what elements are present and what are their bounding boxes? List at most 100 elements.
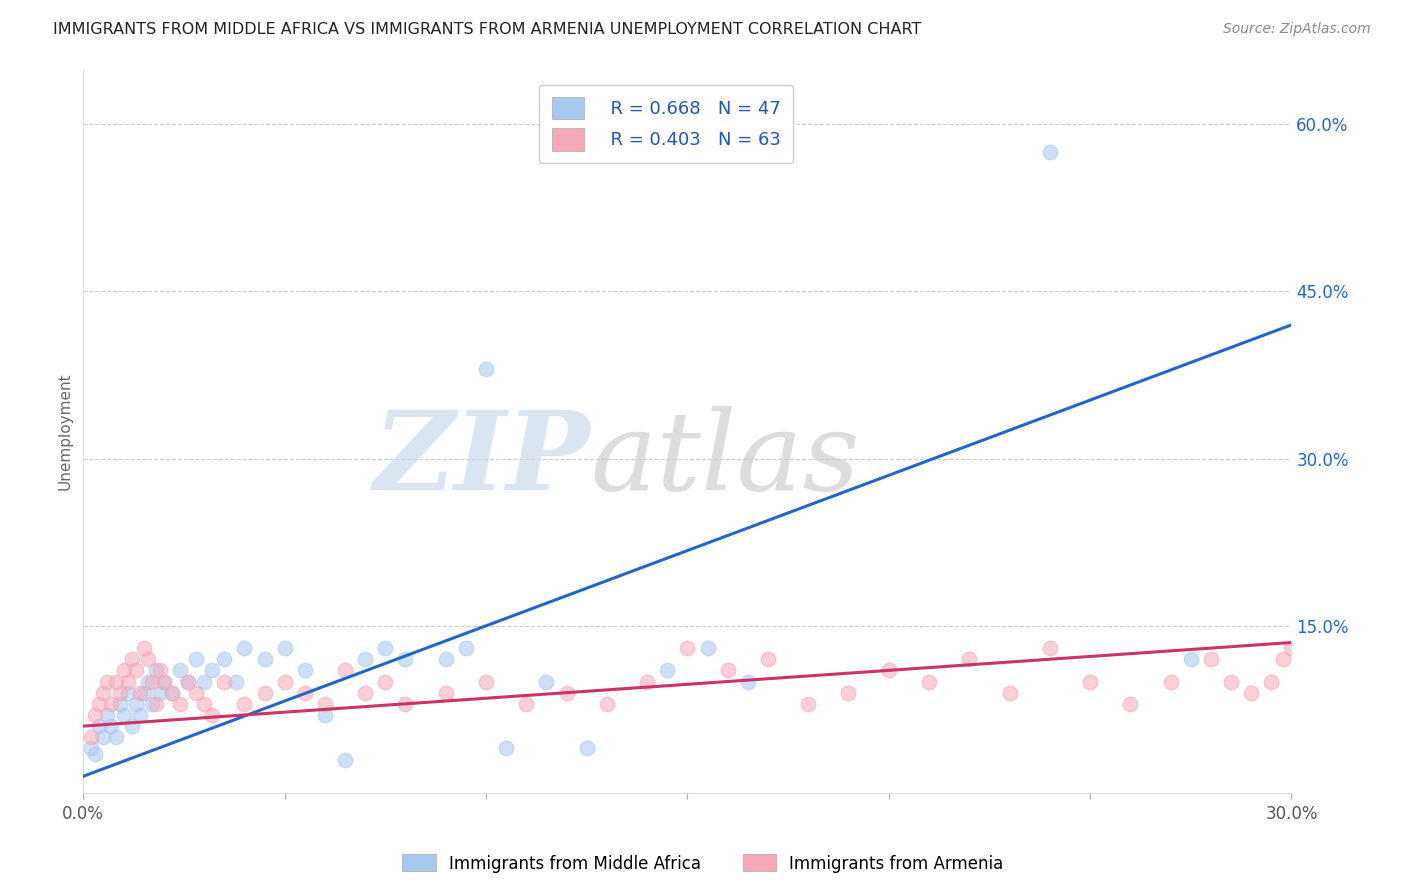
Point [394, 697, 416, 711]
Point [1119, 697, 1142, 711]
Point [233, 697, 256, 711]
Point [1199, 652, 1222, 666]
Point [112, 708, 135, 723]
Point [169, 664, 191, 678]
Text: IMMIGRANTS FROM MIDDLE AFRICA VS IMMIGRANTS FROM ARMENIA UNEMPLOYMENT CORRELATIO: IMMIGRANTS FROM MIDDLE AFRICA VS IMMIGRA… [53, 22, 922, 37]
Point [149, 686, 172, 700]
Point [273, 641, 295, 656]
Legend: Immigrants from Middle Africa, Immigrants from Armenia: Immigrants from Middle Africa, Immigrant… [395, 847, 1011, 880]
Point [212, 674, 235, 689]
Point [80, 731, 103, 745]
Point [160, 686, 183, 700]
Point [495, 741, 517, 756]
Point [515, 697, 537, 711]
Point [374, 674, 396, 689]
Point [475, 362, 498, 376]
Point [89, 697, 111, 711]
Point [1260, 674, 1282, 689]
Point [80, 741, 103, 756]
Point [201, 664, 224, 678]
Point [84, 747, 107, 761]
Point [636, 674, 658, 689]
Point [104, 674, 127, 689]
Point [141, 697, 163, 711]
Point [177, 674, 200, 689]
Point [1281, 641, 1303, 656]
Point [696, 641, 718, 656]
Point [877, 664, 900, 678]
Point [1078, 674, 1101, 689]
Text: ZIP: ZIP [374, 406, 591, 514]
Point [1240, 686, 1263, 700]
Point [124, 664, 146, 678]
Point [136, 674, 159, 689]
Point [141, 674, 163, 689]
Point [132, 641, 155, 656]
Point [253, 652, 276, 666]
Point [374, 641, 396, 656]
Point [475, 674, 498, 689]
Point [93, 686, 115, 700]
Point [108, 697, 131, 711]
Point [294, 686, 316, 700]
Point [136, 652, 159, 666]
Point [1296, 652, 1319, 666]
Point [333, 753, 356, 767]
Point [233, 641, 256, 656]
Point [124, 697, 146, 711]
Point [112, 664, 135, 678]
Text: atlas: atlas [591, 406, 860, 514]
Point [121, 719, 143, 733]
Point [1039, 641, 1062, 656]
Point [212, 652, 235, 666]
Point [93, 731, 115, 745]
Point [117, 686, 139, 700]
Point [575, 741, 598, 756]
Point [333, 664, 356, 678]
Point [201, 708, 224, 723]
Point [128, 686, 150, 700]
Point [84, 708, 107, 723]
Point [273, 674, 295, 689]
Point [434, 686, 457, 700]
Point [153, 674, 176, 689]
Point [676, 641, 699, 656]
Point [434, 652, 457, 666]
Point [536, 674, 558, 689]
Point [132, 686, 155, 700]
Point [96, 708, 118, 723]
Point [177, 674, 200, 689]
Point [454, 641, 477, 656]
Point [354, 652, 377, 666]
Point [153, 674, 176, 689]
Point [96, 674, 118, 689]
Point [117, 674, 139, 689]
Point [314, 708, 336, 723]
Point [294, 664, 316, 678]
Point [100, 697, 122, 711]
Point [1160, 674, 1182, 689]
Point [149, 664, 172, 678]
Point [128, 708, 150, 723]
Point [1220, 674, 1243, 689]
Point [89, 719, 111, 733]
Point [1305, 652, 1327, 666]
Point [169, 697, 191, 711]
Point [555, 686, 578, 700]
Point [354, 686, 377, 700]
Point [160, 686, 183, 700]
Point [837, 686, 859, 700]
Point [193, 674, 215, 689]
Point [193, 697, 215, 711]
Point [225, 674, 247, 689]
Point [717, 664, 740, 678]
Point [1272, 652, 1295, 666]
Point [145, 664, 167, 678]
Point [145, 697, 167, 711]
Legend:   R = 0.668   N = 47,   R = 0.403   N = 63: R = 0.668 N = 47, R = 0.403 N = 63 [540, 85, 793, 163]
Point [1039, 145, 1062, 160]
Point [657, 664, 679, 678]
Point [314, 697, 336, 711]
Point [756, 652, 779, 666]
Point [121, 652, 143, 666]
